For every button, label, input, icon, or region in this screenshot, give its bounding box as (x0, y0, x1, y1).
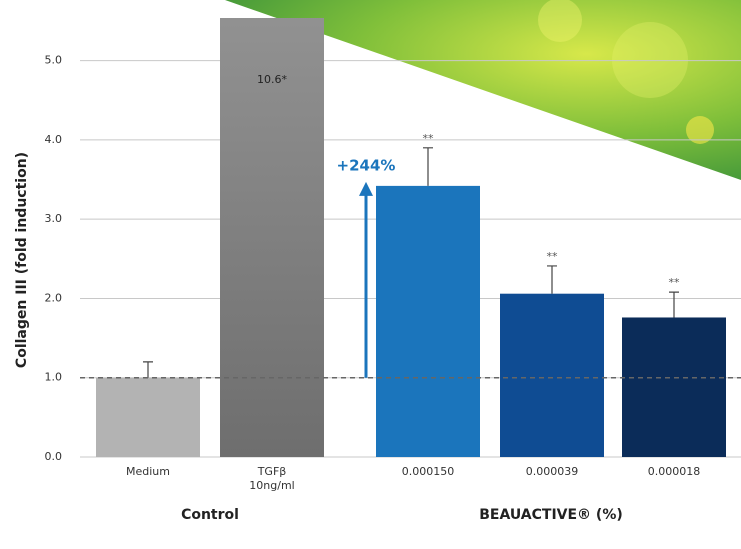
y-tick-label: 5.0 (45, 54, 63, 67)
y-tick-label: 4.0 (45, 133, 63, 146)
y-tick-label: 0.0 (45, 450, 63, 463)
x-tick-label: TGFβ 10ng/ml (249, 465, 294, 492)
value-label: ** (669, 276, 681, 289)
x-tick-label: Medium (126, 465, 170, 478)
group-label: Control (181, 507, 239, 523)
annotation-text: +244% (337, 156, 396, 174)
x-tick-label: 0.000150 (402, 465, 455, 478)
plot-area (96, 18, 726, 457)
y-tick-label: 2.0 (45, 291, 63, 304)
bar (220, 18, 324, 457)
bar (376, 185, 480, 457)
x-tick-label: 0.000039 (526, 465, 579, 478)
error-bar (423, 147, 433, 186)
group-label: BEAUACTIVE® (%) (479, 507, 623, 523)
bar (96, 377, 200, 457)
decor-bubble (686, 116, 714, 144)
value-label: ** (423, 132, 435, 145)
value-label: 10.6* (257, 73, 287, 86)
x-tick-label: 0.000018 (648, 465, 701, 478)
value-label: ** (547, 250, 559, 263)
error-bar (547, 265, 557, 294)
y-tick-label: 1.0 (45, 371, 63, 384)
error-bar (143, 361, 153, 378)
annotation-arrowhead (359, 181, 373, 196)
bar (500, 293, 604, 457)
error-bar (669, 291, 679, 318)
decor-bubble (538, 0, 582, 42)
decor-bubble (612, 22, 688, 98)
decor-image (225, 0, 741, 180)
y-axis-label: Collagen III (fold induction) (14, 152, 30, 368)
bar (622, 317, 726, 457)
y-tick-label: 3.0 (45, 212, 63, 225)
